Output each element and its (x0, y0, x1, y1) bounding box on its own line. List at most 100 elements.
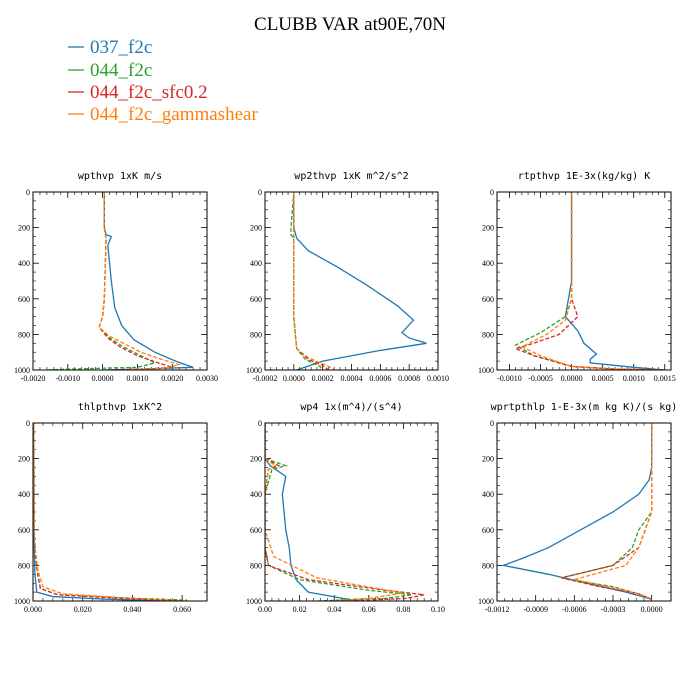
series-line-044-f2c-gammashear (574, 423, 653, 600)
y-tick-label: 200 (18, 224, 30, 233)
panel-2: wp2thvp 1xK m^2/s^2 -0.0002 0.0000 0.0002 0.… (246, 171, 449, 383)
x-tick-label: 0.0010 (427, 374, 449, 383)
panel-title: wpthvp 1xK m/s (78, 171, 162, 182)
legend-label-044-f2c: 044_f2c (90, 60, 152, 81)
series-line-037-f2c (293, 192, 427, 370)
figure-title: CLUBB VAR at90E,70N (254, 14, 446, 35)
series-line-044-f2c (33, 423, 188, 601)
y-tick-label: 200 (482, 224, 494, 233)
plot-frame (496, 422, 672, 602)
panel-4: thlpthvp 1xK^2 0.000 0.020 0.040 0.060 0 200 40… (14, 402, 208, 614)
y-tick-label: 200 (482, 455, 494, 464)
plot-frame (264, 422, 439, 602)
x-tick-label: 0.0006 (369, 374, 391, 383)
series-line-044-f2c-sfc0-2 (561, 423, 653, 600)
series-line-044-f2c-sfc0-2 (293, 192, 329, 370)
y-tick-label: 800 (250, 561, 262, 570)
y-tick-label: 1000 (478, 366, 494, 375)
panel-1: wpthvp 1xK m/s -0.0020 -0.0010 0.0000 0.0010… (14, 171, 218, 383)
x-tick-label: -0.0006 (562, 605, 587, 614)
x-tick-label: 0.0030 (196, 374, 218, 383)
y-tick-label: 1000 (478, 597, 494, 606)
series-line-044-f2c-sfc0-2 (513, 192, 665, 370)
y-tick-label: 200 (18, 455, 30, 464)
panel-title: thlpthvp 1xK^2 (78, 402, 162, 413)
x-tick-label: 0.060 (173, 605, 191, 614)
y-tick-label: 200 (250, 224, 262, 233)
y-tick-label: 600 (482, 526, 494, 535)
x-tick-label: 0.0005 (592, 374, 614, 383)
x-tick-label: 0.0015 (654, 374, 676, 383)
x-tick-label: 0.08 (396, 605, 410, 614)
series-line-044-f2c (265, 423, 413, 601)
y-tick-label: 400 (482, 490, 494, 499)
y-tick-label: 0 (258, 419, 262, 428)
x-tick-label: 0.02 (293, 605, 307, 614)
series-line-044-f2c-sfc0-2 (98, 192, 173, 370)
series-line-044-f2c-gammashear (265, 423, 404, 601)
series-line-037-f2c (501, 423, 653, 600)
series-line-044-f2c (561, 423, 653, 600)
panel-5: wp4 1x(m^4)/(s^4) 0.00 0.02 0.04 0.06 0.08 0.1… (246, 402, 445, 614)
x-tick-label: 0.10 (431, 605, 445, 614)
y-tick-label: 600 (250, 526, 262, 535)
y-tick-label: 800 (482, 330, 494, 339)
x-tick-label: 0.0000 (283, 374, 305, 383)
x-tick-label: 0.0004 (341, 374, 363, 383)
x-tick-label: 0.0010 (623, 374, 645, 383)
y-tick-label: 400 (18, 490, 30, 499)
panel-title: wp2thvp 1xK m^2/s^2 (294, 171, 408, 182)
y-tick-label: 0 (26, 419, 30, 428)
x-tick-label: -0.0010 (497, 374, 522, 383)
y-tick-label: 0 (490, 419, 494, 428)
y-tick-label: 600 (250, 295, 262, 304)
y-tick-label: 800 (18, 561, 30, 570)
y-tick-label: 400 (250, 259, 262, 268)
y-tick-label: 1000 (246, 597, 262, 606)
plot-frame (496, 191, 672, 371)
x-tick-label: 0.020 (74, 605, 92, 614)
series-line-037-f2c (265, 423, 361, 601)
x-tick-label: -0.0003 (601, 605, 626, 614)
y-tick-label: 600 (18, 526, 30, 535)
y-tick-label: 1000 (14, 366, 30, 375)
series-line-044-f2c-gammashear (520, 192, 665, 370)
x-tick-label: 0.0020 (161, 374, 183, 383)
panel-3: rtpthvp 1E-3x(kg/kg) K -0.0010 -0.0005 0.00… (478, 171, 676, 383)
x-tick-label: 0.0000 (561, 374, 583, 383)
x-tick-label: -0.0002 (253, 374, 278, 383)
y-tick-label: 800 (482, 561, 494, 570)
y-tick-label: 200 (250, 455, 262, 464)
series-line-044-f2c-gammashear (293, 192, 335, 370)
x-tick-label: -0.0020 (21, 374, 46, 383)
series-line-044-f2c-gammashear (98, 192, 182, 370)
series-line-044-f2c (290, 192, 324, 370)
x-tick-label: 0.040 (123, 605, 141, 614)
series-line-044-f2c-sfc0-2 (33, 423, 183, 601)
legend: 037_f2c 044_f2c 044_f2c_sfc0.2 044_f2c_g… (68, 37, 258, 125)
x-tick-label: 0.0002 (312, 374, 334, 383)
x-tick-label: 0.000 (24, 605, 42, 614)
series-line-044-f2c (514, 192, 665, 370)
y-tick-label: 1000 (246, 366, 262, 375)
y-tick-label: 0 (490, 188, 494, 197)
y-tick-label: 1000 (14, 597, 30, 606)
x-tick-label: 0.00 (258, 605, 272, 614)
x-tick-label: 0.0000 (641, 605, 663, 614)
legend-label-044-f2c-sfc0-2: 044_f2c_sfc0.2 (90, 82, 208, 103)
panel-6: wprtpthlp 1-E-3x(m kg K)/(s kg) -0.0012 -0… (478, 402, 677, 614)
y-tick-label: 400 (18, 259, 30, 268)
y-tick-label: 400 (250, 490, 262, 499)
y-tick-label: 800 (250, 330, 262, 339)
x-tick-label: -0.0009 (523, 605, 548, 614)
x-tick-label: -0.0010 (55, 374, 80, 383)
series-line-044-f2c-sfc0-2 (265, 423, 425, 601)
series-line-037-f2c (33, 423, 170, 601)
y-tick-label: 600 (18, 295, 30, 304)
panels: wpthvp 1xK m/s-0.0020 -0.0010 0.0000 0.0010… (14, 171, 677, 614)
x-tick-label: -0.0005 (528, 374, 553, 383)
x-tick-label: 0.0000 (92, 374, 114, 383)
y-tick-label: 600 (482, 295, 494, 304)
plot-frame (32, 422, 208, 602)
